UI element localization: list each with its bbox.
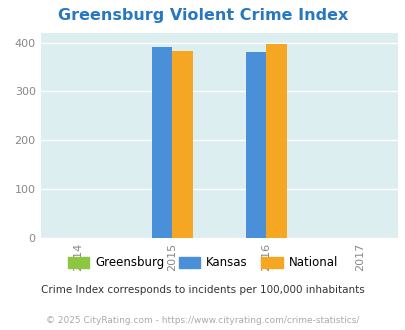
Text: Crime Index corresponds to incidents per 100,000 inhabitants: Crime Index corresponds to incidents per… [41, 285, 364, 295]
Bar [266, 44, 286, 238]
Text: Greensburg Violent Crime Index: Greensburg Violent Crime Index [58, 8, 347, 23]
Bar [172, 51, 192, 238]
Bar [151, 47, 172, 238]
Bar [245, 52, 266, 238]
Text: © 2025 CityRating.com - https://www.cityrating.com/crime-statistics/: © 2025 CityRating.com - https://www.city… [46, 315, 359, 325]
Legend: Greensburg, Kansas, National: Greensburg, Kansas, National [63, 252, 342, 274]
